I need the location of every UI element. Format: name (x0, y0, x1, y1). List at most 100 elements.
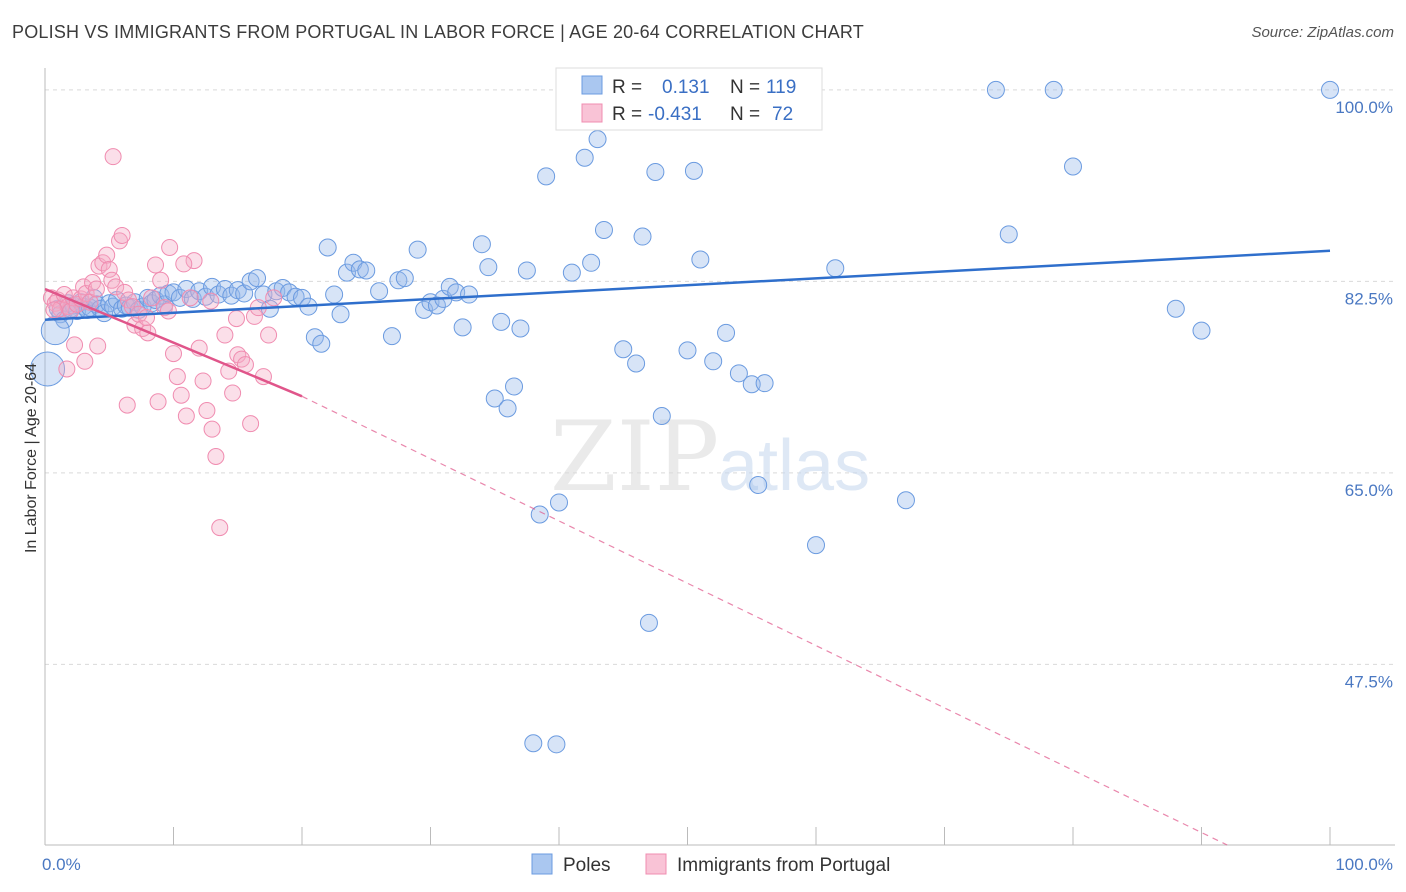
poles-point-82 (524, 734, 543, 753)
portugal-point-43 (198, 402, 216, 420)
bottom-legend-swatch-portugal (645, 853, 667, 875)
portugal-point-35 (165, 345, 182, 363)
watermark-atlas: atlas (718, 426, 870, 506)
series-portugal-points (42, 148, 283, 537)
bottom-legend: Poles Immigrants from Portugal (531, 853, 890, 876)
portugal-point-38 (177, 407, 195, 425)
portugal-point-59 (104, 148, 122, 166)
poles-point-100 (678, 341, 697, 360)
poles-point-60 (357, 261, 376, 280)
watermark-zip: ZIP (550, 401, 719, 513)
bottom-legend-label-poles: Poles (563, 855, 611, 876)
poles-point-104 (704, 352, 723, 371)
legend-r-value-poles: 0.131 (662, 77, 710, 98)
poles-point-52 (305, 328, 324, 347)
portugal-point-10 (75, 278, 93, 296)
x-tick-label-0: 0.0% (42, 855, 81, 874)
portugal-point-65 (149, 393, 167, 411)
portugal-point-68 (202, 292, 220, 310)
poles-point-75 (479, 258, 498, 277)
poles-point-63 (389, 271, 408, 290)
poles-point-74 (472, 235, 491, 254)
poles-point-95 (633, 227, 652, 246)
poles-point-29 (159, 284, 178, 303)
legend-r-value-portugal: -0.431 (648, 104, 702, 125)
portugal-trend-line (44, 287, 303, 398)
portugal-point-70 (138, 309, 156, 327)
bottom-legend-label-portugal: Immigrants from Portugal (677, 855, 890, 876)
poles-point-68 (427, 296, 446, 315)
poles-point-84 (537, 167, 556, 186)
poles-point-93 (614, 340, 633, 359)
poles-point-61 (370, 282, 389, 301)
poles-point-101 (684, 161, 703, 180)
tick-labels: 100.0% 82.5% 65.0% 47.5% 0.0% 100.0% (42, 98, 1393, 874)
axes (44, 68, 1395, 846)
poles-point-111 (826, 259, 845, 278)
poles-point-large-1 (40, 316, 70, 346)
legend-n-label-poles: N = (730, 77, 760, 98)
poles-point-94 (627, 354, 646, 373)
chart-source: Source: ZipAtlas.com (1251, 24, 1394, 41)
poles-point-64 (395, 269, 414, 288)
portugal-point-36 (168, 368, 186, 386)
poles-point-91 (594, 220, 613, 239)
portugal-point-16 (94, 254, 112, 272)
poles-point-117 (1166, 299, 1185, 318)
poles-point-110 (807, 536, 825, 555)
portugal-point-53 (242, 415, 260, 433)
portugal-point-40 (185, 252, 203, 270)
portugal-point-39 (181, 289, 199, 307)
legend-swatch-poles (581, 75, 603, 95)
y-tick-label-1: 82.5% (1345, 289, 1393, 308)
series-poles-points (30, 80, 1339, 754)
portugal-point-69 (227, 310, 245, 328)
y-tick-label-0: 100.0% (1335, 98, 1393, 117)
poles-point-88 (575, 148, 594, 167)
y-tick-label-3: 47.5% (1345, 672, 1393, 691)
portugal-point-44 (203, 420, 221, 438)
poles-point-112 (896, 491, 915, 510)
poles-point-56 (331, 305, 350, 324)
poles-point-86 (550, 493, 568, 512)
poles-trend-line (44, 249, 1331, 321)
poles-point-118 (1192, 321, 1211, 340)
poles-point-87 (562, 263, 581, 282)
poles-point-116 (1064, 157, 1082, 176)
portugal-point-46 (211, 519, 229, 537)
poles-point-102 (691, 250, 710, 269)
poles-point-78 (498, 399, 517, 418)
poles-point-115 (1044, 80, 1063, 99)
poles-point-62 (382, 327, 401, 346)
poles-point-65 (408, 240, 427, 259)
poles-point-81 (517, 261, 536, 280)
y-tick-label-2: 65.0% (1345, 481, 1393, 500)
poles-point-53 (312, 334, 331, 353)
legend-swatch-portugal (581, 103, 603, 123)
poles-point-73 (460, 285, 479, 304)
portugal-point-62 (89, 337, 107, 355)
legend-r-label-poles: R = (612, 77, 642, 98)
poles-point-72 (453, 318, 472, 337)
legend-r-label-portugal: R = (612, 104, 642, 125)
poles-point-105 (717, 323, 736, 342)
poles-point-80 (511, 319, 530, 338)
poles-point-54 (318, 238, 337, 257)
poles-point-106 (729, 364, 748, 383)
portugal-point-61 (76, 352, 94, 370)
poles-point-119 (1321, 80, 1339, 99)
legend-n-label-portugal: N = (730, 104, 760, 125)
portugal-point-63 (118, 396, 136, 414)
portugal-point-71 (45, 301, 63, 319)
poles-point-107 (742, 375, 761, 394)
poles-point-96 (639, 613, 658, 632)
chart-title: POLISH VS IMMIGRANTS FROM PORTUGAL IN LA… (12, 22, 864, 42)
portugal-point-37 (172, 386, 190, 404)
portugal-point-42 (194, 372, 212, 390)
poles-point-76 (485, 389, 504, 408)
portugal-point-58 (265, 289, 283, 307)
portugal-point-31 (147, 256, 165, 274)
portugal-point-66 (161, 238, 179, 256)
portugal-point-49 (224, 384, 242, 402)
